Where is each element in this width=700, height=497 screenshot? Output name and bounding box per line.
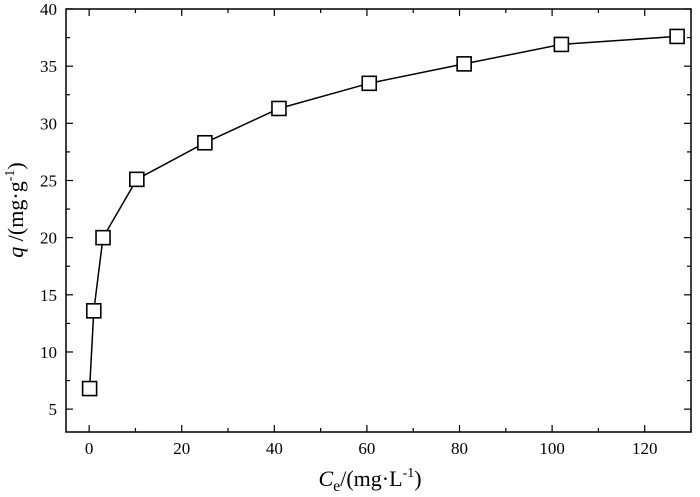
ticks: 0 20 40 60 80 100 120 5 10 15 20 25 30 35 40 [40, 0, 692, 458]
x-tick-label: 0 [85, 439, 94, 458]
plot-frame [65, 8, 692, 433]
data-point-marker [129, 171, 145, 188]
data-point-marker [81, 380, 98, 397]
x-tick-label: 40 [266, 439, 283, 458]
data-point-marker [361, 75, 378, 92]
x-tick-label: 60 [358, 439, 375, 458]
data-point-marker [669, 28, 685, 45]
data-point-marker [197, 134, 213, 151]
y-tick-label: 10 [40, 343, 57, 362]
y-tick-label: 20 [40, 229, 57, 248]
data-series [81, 28, 685, 397]
y-tick-label: 25 [40, 171, 57, 190]
y-tick-label: 5 [49, 400, 58, 419]
y-tick-label: 35 [40, 57, 57, 76]
data-point-marker [456, 56, 472, 72]
x-tick-label: 80 [451, 439, 468, 458]
data-point-marker [95, 229, 111, 246]
x-tick-label: 120 [632, 439, 658, 458]
y-axis-title: q /(mg·g-1) [3, 162, 28, 257]
data-point-marker [85, 303, 102, 319]
x-axis-title: Ce/(mg·L-1) [318, 466, 421, 495]
axes [65, 8, 692, 433]
x-tick-label: 100 [539, 439, 565, 458]
series-line [88, 35, 678, 389]
y-tick-label: 15 [40, 286, 57, 305]
x-tick-label: 20 [173, 439, 190, 458]
data-point-marker [553, 36, 570, 53]
y-tick-label: 40 [40, 0, 57, 19]
y-tick-label: 30 [40, 114, 57, 133]
data-point-marker [271, 100, 287, 117]
